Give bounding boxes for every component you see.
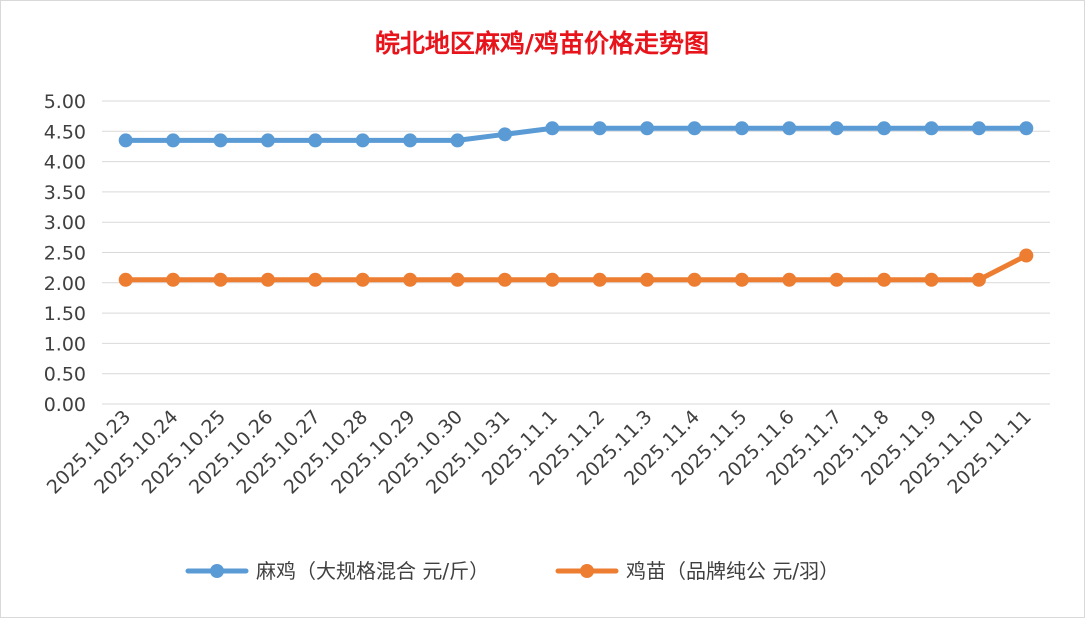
data-point xyxy=(545,121,560,136)
legend: 麻鸡（大规格混合 元/斤） 鸡苗（品牌纯公 元/羽） xyxy=(185,559,839,583)
data-point xyxy=(355,272,370,287)
data-point xyxy=(924,272,939,287)
data-point xyxy=(877,272,892,287)
data-point xyxy=(545,272,560,287)
data-point xyxy=(782,272,797,287)
y-axis-ticks: 0.00 0.50 1.00 1.50 2.00 2.50 3.00 3.50 4.00 4.50… xyxy=(44,91,86,416)
data-point xyxy=(355,133,370,148)
y-tick-label: 1.00 xyxy=(44,333,86,355)
data-point xyxy=(924,121,939,136)
data-point xyxy=(971,121,986,136)
data-point xyxy=(118,133,133,148)
data-point xyxy=(450,272,465,287)
series-layer xyxy=(118,121,1034,287)
series-1 xyxy=(118,121,1034,148)
y-tick-label: 1.50 xyxy=(44,303,86,325)
legend-item: 鸡苗（品牌纯公 元/羽） xyxy=(555,559,839,583)
data-point xyxy=(687,121,702,136)
data-point xyxy=(640,121,655,136)
legend-label: 麻鸡（大规格混合 元/斤） xyxy=(256,559,489,583)
data-point xyxy=(640,272,655,287)
data-point xyxy=(497,127,512,142)
data-point xyxy=(497,272,512,287)
y-tick-label: 3.00 xyxy=(44,212,86,234)
data-point xyxy=(260,272,275,287)
legend-swatch-marker xyxy=(580,564,594,578)
data-point xyxy=(308,133,323,148)
data-point xyxy=(166,133,181,148)
data-point xyxy=(118,272,133,287)
legend-swatch-marker xyxy=(210,564,224,578)
legend-item: 麻鸡（大规格混合 元/斤） xyxy=(185,559,489,583)
data-point xyxy=(782,121,797,136)
data-point xyxy=(403,272,418,287)
y-tick-label: 4.00 xyxy=(44,152,86,174)
data-point xyxy=(403,133,418,148)
data-point xyxy=(1019,121,1034,136)
data-point xyxy=(1019,248,1034,263)
data-point xyxy=(592,272,607,287)
y-tick-label: 2.00 xyxy=(44,273,86,295)
data-point xyxy=(829,121,844,136)
legend-label: 鸡苗（品牌纯公 元/羽） xyxy=(626,559,839,583)
data-point xyxy=(592,121,607,136)
data-point xyxy=(734,121,749,136)
data-point xyxy=(877,121,892,136)
data-point xyxy=(166,272,181,287)
series-line xyxy=(123,125,1029,143)
y-tick-label: 4.50 xyxy=(44,121,86,143)
data-point xyxy=(260,133,275,148)
y-tick-label: 0.00 xyxy=(44,394,86,416)
y-tick-label: 3.50 xyxy=(44,182,86,204)
data-point xyxy=(734,272,749,287)
data-point xyxy=(308,272,323,287)
data-point xyxy=(971,272,986,287)
y-tick-label: 2.50 xyxy=(44,243,86,265)
y-tick-label: 5.00 xyxy=(44,91,86,113)
data-point xyxy=(213,272,228,287)
gridlines xyxy=(102,100,1050,405)
data-point xyxy=(687,272,702,287)
y-tick-label: 0.50 xyxy=(44,364,86,386)
series-line xyxy=(123,253,1029,283)
data-point xyxy=(213,133,228,148)
data-point xyxy=(450,133,465,148)
chart-title: 皖北地区麻鸡/鸡苗价格走势图 xyxy=(375,29,709,58)
series-2 xyxy=(118,248,1034,287)
data-point xyxy=(829,272,844,287)
